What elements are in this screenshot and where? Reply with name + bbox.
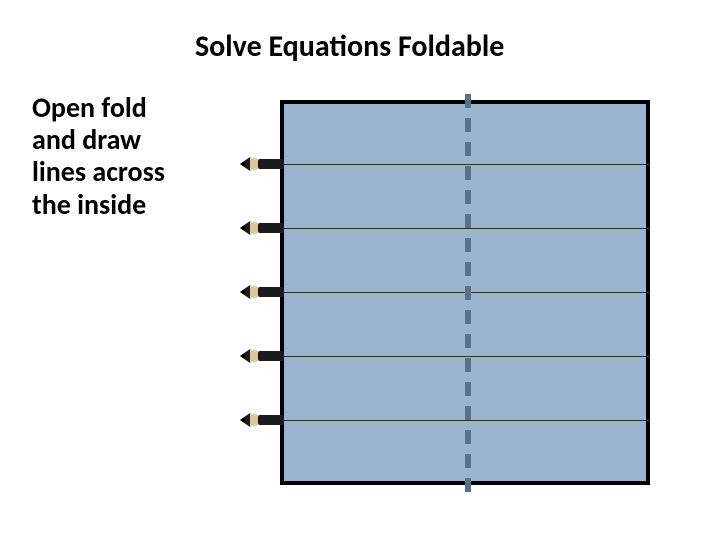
pencil-icon (240, 282, 284, 302)
pencil-icon (240, 154, 284, 174)
instructions-line: and draw (32, 122, 141, 157)
page-title: Solve Equations Foldable (195, 28, 504, 65)
instructions-text: Open foldand drawlines acrossthe inside (32, 92, 165, 221)
slide: Solve Equations Foldable Open foldand dr… (0, 0, 720, 540)
foldable-diagram (230, 100, 650, 490)
pencil-icon (240, 410, 284, 430)
pencil-icon (240, 346, 284, 366)
center-fold-line (465, 94, 471, 492)
instructions-line: lines across (32, 154, 165, 189)
pencil-icon (240, 218, 284, 238)
instructions-line: Open fold (32, 90, 147, 125)
instructions-line: the inside (32, 187, 146, 222)
